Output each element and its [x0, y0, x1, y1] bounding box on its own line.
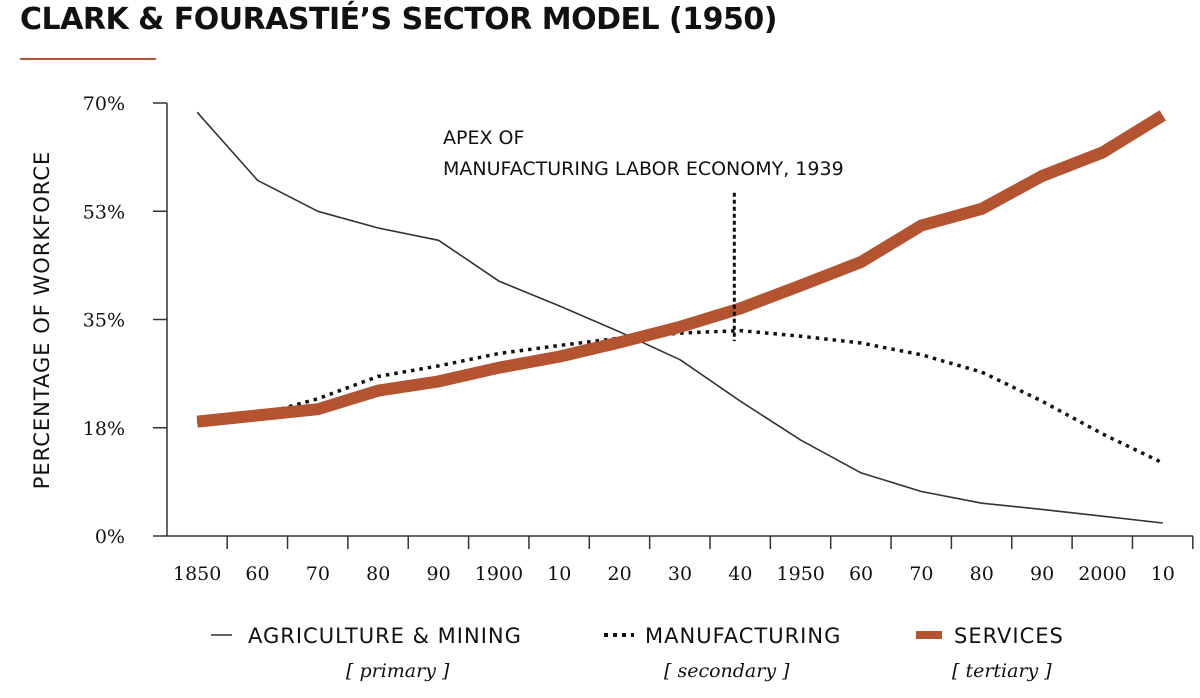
legend-label-manufacturing: MANUFACTURING: [645, 624, 841, 648]
series-layer: [196, 110, 1166, 524]
x-tick-label: 20: [608, 563, 632, 585]
y-tick-label: 53%: [83, 201, 125, 223]
apex-annotation-line2: MANUFACTURING LABOR ECONOMY, 1939: [443, 158, 844, 180]
legend-item-manufacturing: MANUFACTURING [ secondary ]: [604, 624, 841, 682]
series-line-agriculture: [196, 111, 1163, 524]
y-tick-label: 70%: [83, 93, 125, 115]
x-tick-label: 90: [426, 563, 450, 585]
legend: AGRICULTURE & MINING [ primary ] MANUFAC…: [211, 624, 1064, 682]
y-ticks: 0% 18% 35% 53% 70%: [83, 93, 167, 548]
x-tick-label: 1850: [173, 563, 221, 585]
x-tick-label: 90: [1030, 563, 1054, 585]
x-tick-label: 10: [547, 563, 571, 585]
x-tick-label: 30: [668, 563, 692, 585]
y-axis-title: PERCENTAGE OF WORKFORCE: [30, 151, 54, 490]
x-tick-label: 1900: [475, 563, 523, 585]
legend-sublabel-agriculture: [ primary ]: [346, 660, 450, 682]
legend-label-services: SERVICES: [954, 624, 1064, 648]
legend-sublabel-manufacturing: [ secondary ]: [664, 660, 790, 682]
x-tick-label: 80: [366, 563, 390, 585]
x-tick-label: 70: [306, 563, 330, 585]
x-tick-label: 80: [970, 563, 994, 585]
x-tick-label: 70: [909, 563, 933, 585]
x-tick-label: 2000: [1078, 563, 1126, 585]
apex-annotation-line1: APEX OF: [443, 127, 524, 149]
legend-label-agriculture: AGRICULTURE & MINING: [248, 624, 522, 648]
x-tick-label: 60: [849, 563, 873, 585]
legend-item-agriculture: AGRICULTURE & MINING [ primary ]: [211, 624, 522, 682]
series-line-services: [196, 110, 1166, 428]
legend-item-services: SERVICES [ tertiary ]: [916, 624, 1064, 682]
x-tick-label: 40: [728, 563, 752, 585]
y-tick-label: 0%: [95, 526, 125, 548]
x-tick-label: 60: [245, 563, 269, 585]
y-tick-label: 18%: [83, 418, 125, 440]
title-underline: [20, 58, 156, 60]
chart-title: CLARK & FOURASTIÉ’S SECTOR MODEL (1950): [20, 2, 777, 37]
x-tick-label: 1950: [777, 563, 825, 585]
y-tick-label: 35%: [83, 310, 125, 332]
legend-sublabel-services: [ tertiary ]: [952, 660, 1052, 682]
x-tick-label: 10: [1151, 563, 1175, 585]
x-ticks: 1850 60 70 80 90 1900 10 20 30 40 1950 60 70 80 90 2000…: [173, 536, 1194, 585]
